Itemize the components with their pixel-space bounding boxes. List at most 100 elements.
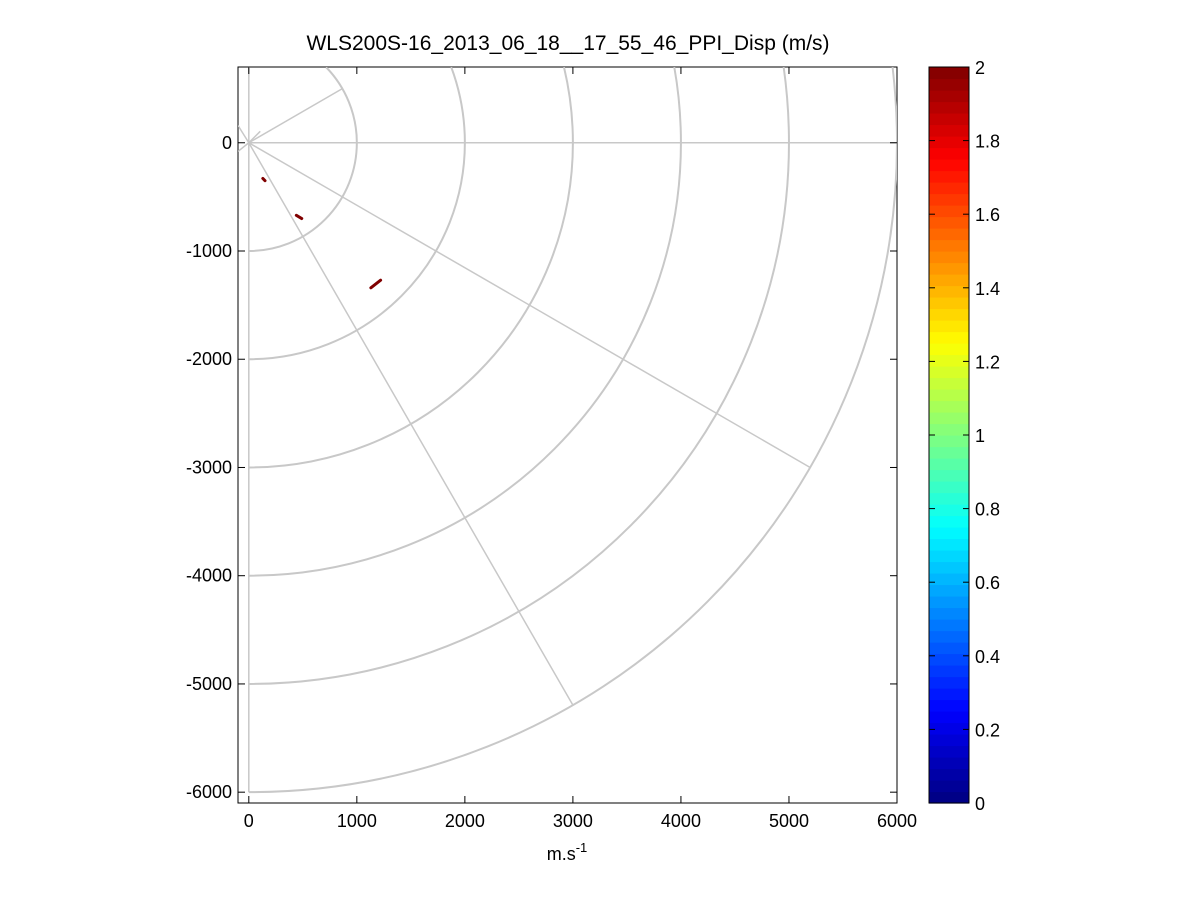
range-ring-upper [450,67,466,143]
y-tick-label: -5000 [186,674,232,694]
radial-line [248,130,261,144]
x-axis-label-base: m.s [547,844,576,864]
colorbar [929,67,969,804]
range-ring [248,142,897,794]
colorbar-swatch [929,400,969,413]
colorbar-swatch [929,101,969,114]
radial-line [238,125,250,144]
colorbar-swatch [929,193,969,206]
y-tick-label: -2000 [186,349,232,369]
data-segment [261,176,267,183]
colorbar-tick-label: 1.6 [975,205,1000,225]
colorbar-swatch [929,366,969,379]
colorbar-swatch [929,216,969,229]
x-tick-label: 4000 [661,811,701,831]
y-tick-label: 0 [222,133,232,153]
colorbar-swatch [929,170,969,183]
colorbar-swatch [929,159,969,172]
colorbar-swatch [929,274,969,287]
x-tick-label: 1000 [337,811,377,831]
y-tick-label: -4000 [186,566,232,586]
x-tick-label: 0 [244,811,254,831]
colorbar-swatch [929,78,969,91]
colorbar-swatch [929,251,969,264]
colorbar-swatch [929,67,969,80]
colorbar-swatch [929,469,969,482]
colorbar-swatch [929,308,969,321]
colorbar-tick-label: 0 [975,794,985,814]
range-ring-upper [673,67,682,143]
x-axis-label-exponent: -1 [576,840,588,855]
colorbar-swatch [929,676,969,689]
colorbar-swatch [929,389,969,402]
colorbar-swatch [929,515,969,528]
colorbar-swatch [929,320,969,333]
colorbar-tick-label: 1.4 [975,279,1000,299]
colorbar-swatch [929,492,969,505]
radial-line [248,142,811,469]
colorbar-swatch [929,699,969,712]
y-tick-label: -6000 [186,782,232,802]
colorbar-swatch [929,768,969,781]
colorbar-swatch [929,285,969,298]
colorbar-tick-label: 0.8 [975,500,1000,520]
colorbar-swatch [929,297,969,310]
colorbar-tick-label: 0.4 [975,647,1000,667]
colorbar-swatch [929,228,969,241]
axis-ticks: 0 1000 2000 3000 4000 5000 6000 0 -1000 -2000 -300… [186,67,917,831]
colorbar-tick-label: 0.2 [975,720,1000,740]
colorbar-swatch [929,596,969,609]
colorbar-swatch [929,136,969,149]
colorbar-swatch [929,630,969,643]
colorbar-swatch [929,653,969,666]
colorbar-swatch [929,239,969,252]
x-tick-label: 5000 [769,811,809,831]
radial-line [248,142,574,706]
x-tick-label: 3000 [553,811,593,831]
chart-title: WLS200S-16_2013_06_18__17_55_46_PPI_Disp… [306,32,829,55]
range-ring [248,142,682,577]
colorbar-swatch [929,791,969,804]
colorbar-swatch [929,182,969,195]
colorbar-swatch [929,458,969,471]
colorbar-swatch [929,446,969,459]
y-tick-label: -3000 [186,457,232,477]
colorbar-swatch [929,527,969,540]
colorbar-swatch [929,423,969,436]
colorbar-swatch [929,573,969,586]
radial-line [238,142,250,153]
colorbar-swatch [929,504,969,517]
colorbar-swatch [929,377,969,390]
x-tick-label: 2000 [445,811,485,831]
colorbar-tick-label: 1.2 [975,352,1000,372]
colorbar-swatch [929,757,969,770]
colorbar-swatch [929,584,969,597]
colorbar-swatch [929,435,969,448]
colorbar-tick-label: 1.8 [975,132,1000,152]
colorbar-swatch [929,711,969,724]
colorbar-swatch [929,642,969,655]
x-axis-label: m.s-1 [547,840,588,864]
colorbar-swatch [929,354,969,367]
colorbar-swatch [929,90,969,103]
range-ring [248,142,790,685]
colorbar-swatch [929,561,969,574]
range-ring [248,142,574,469]
range-ring [248,142,466,361]
data-segment [369,278,383,290]
colorbar-swatch [929,481,969,494]
colorbar-swatch [929,619,969,632]
colorbar-swatch [929,331,969,344]
colorbar-swatch [929,745,969,758]
colorbar-swatch [929,665,969,678]
colorbar-swatch [929,722,969,735]
colorbar-swatch [929,147,969,160]
data-segment [294,213,304,221]
colorbar-swatch [929,262,969,275]
colorbar-swatch [929,550,969,563]
colorbar-tick-label: 0.6 [975,573,1000,593]
range-ring [248,142,358,252]
colorbar-swatch [929,607,969,620]
colorbar-swatch [929,780,969,793]
